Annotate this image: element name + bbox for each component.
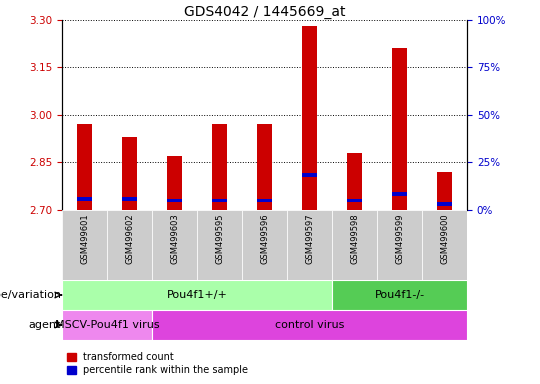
- Text: GSM499597: GSM499597: [305, 214, 314, 264]
- Bar: [256, 199, 273, 202]
- Bar: [167, 156, 183, 210]
- Text: GSM499601: GSM499601: [80, 214, 89, 264]
- Text: GSM499599: GSM499599: [395, 214, 404, 264]
- Bar: [167, 199, 183, 202]
- Bar: [332, 280, 467, 310]
- Bar: [392, 48, 408, 210]
- Bar: [62, 310, 152, 340]
- Bar: [347, 199, 362, 202]
- Text: genotype/variation: genotype/variation: [0, 290, 61, 300]
- Bar: [152, 210, 197, 280]
- Bar: [377, 210, 422, 280]
- Bar: [256, 124, 273, 210]
- Text: control virus: control virus: [275, 320, 345, 330]
- Text: Pou4f1-/-: Pou4f1-/-: [375, 290, 424, 300]
- Bar: [302, 26, 318, 210]
- Bar: [77, 197, 92, 201]
- Text: GSM499603: GSM499603: [170, 214, 179, 264]
- Text: MSCV-Pou4f1 virus: MSCV-Pou4f1 virus: [55, 320, 159, 330]
- Bar: [152, 310, 467, 340]
- Bar: [107, 210, 152, 280]
- Bar: [242, 210, 287, 280]
- Text: agent: agent: [29, 320, 61, 330]
- Bar: [212, 199, 227, 202]
- Bar: [122, 197, 138, 201]
- Bar: [287, 210, 332, 280]
- Bar: [437, 172, 453, 210]
- Text: GSM499600: GSM499600: [440, 214, 449, 264]
- Text: Pou4f1+/+: Pou4f1+/+: [167, 290, 227, 300]
- Bar: [347, 153, 362, 210]
- Title: GDS4042 / 1445669_at: GDS4042 / 1445669_at: [184, 5, 346, 19]
- Text: GSM499602: GSM499602: [125, 214, 134, 264]
- Bar: [62, 210, 107, 280]
- Bar: [302, 173, 318, 177]
- Bar: [62, 280, 332, 310]
- Bar: [332, 210, 377, 280]
- Text: GSM499595: GSM499595: [215, 214, 224, 264]
- Bar: [422, 210, 467, 280]
- Text: GSM499598: GSM499598: [350, 214, 359, 264]
- Legend: transformed count, percentile rank within the sample: transformed count, percentile rank withi…: [67, 353, 248, 375]
- Bar: [212, 124, 227, 210]
- Bar: [392, 192, 408, 196]
- Bar: [122, 137, 138, 210]
- Text: GSM499596: GSM499596: [260, 214, 269, 264]
- Bar: [77, 124, 92, 210]
- Bar: [437, 202, 453, 205]
- Bar: [197, 210, 242, 280]
